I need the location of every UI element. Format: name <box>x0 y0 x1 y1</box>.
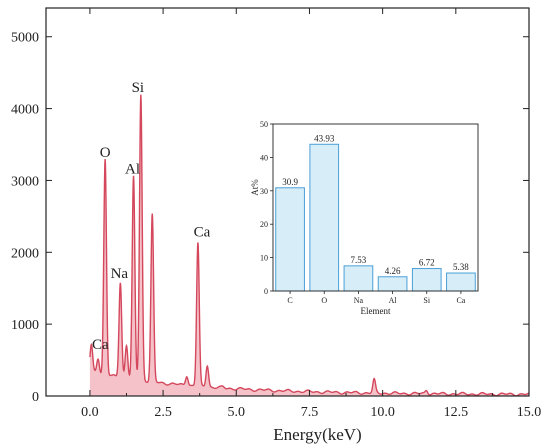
inset-x-tick-label: Ca <box>456 296 465 305</box>
inset-x-axis-title: Element <box>361 306 391 316</box>
x-tick-label: 0.0 <box>81 405 99 420</box>
x-tick-label: 7.5 <box>301 405 319 420</box>
inset-bar-value-label: 4.26 <box>385 266 401 276</box>
main-x-axis: 0.0 2.5 5.0 7.5 10.0 12.5 15.0 <box>81 8 541 420</box>
inset-y-axis-title: At% <box>250 179 260 196</box>
spectrum-chart: 0.0 2.5 5.0 7.5 10.0 12.5 15.0 0 1000 2000 3000 40… <box>11 7 541 444</box>
peak-label: O <box>100 145 111 161</box>
x-tick-label: 10.0 <box>370 405 395 420</box>
x-tick-label: 12.5 <box>444 405 469 420</box>
inset-y-tick-label: 0 <box>264 287 268 296</box>
inset-bar-value-label: 5.38 <box>453 262 469 272</box>
inset-bar <box>275 187 305 292</box>
peak-label: Ca <box>194 225 211 241</box>
inset-bar-chart: 30.9 43.93 7.53 4.26 6.72 5.38 0 10 20 30 40 50 C O… <box>250 118 484 316</box>
inset-bar <box>343 265 374 292</box>
inset-x-tick-label: C <box>287 296 292 305</box>
main-y-axis: 0 1000 2000 3000 4000 5000 <box>11 31 529 405</box>
y-tick-label: 0 <box>32 390 39 405</box>
spectrum-fill-area <box>89 94 529 397</box>
inset-y-tick-label: 30 <box>260 187 268 196</box>
main-plot-frame <box>45 7 530 397</box>
x-tick-label: 5.0 <box>228 405 246 420</box>
x-tick-label: 15.0 <box>517 405 542 420</box>
y-tick-label: 1000 <box>11 318 39 333</box>
x-tick-label: 2.5 <box>154 405 172 420</box>
inset-bar-value-label: 30.9 <box>282 177 298 187</box>
inset-x-tick-label: O <box>321 296 327 305</box>
inset-bar <box>411 268 442 292</box>
peak-label: Si <box>132 80 145 96</box>
inset-bar <box>309 143 340 292</box>
main-x-axis-title: Energy(keV) <box>273 425 361 444</box>
inset-y-axis: 0 10 20 30 40 50 <box>260 120 273 296</box>
inset-x-axis: C O Na Al Si Ca <box>287 291 466 305</box>
y-tick-label: 4000 <box>11 103 39 118</box>
inset-bar <box>446 272 476 292</box>
peak-labels: Ca O Na Al Si Ca <box>92 80 211 353</box>
inset-y-tick-label: 40 <box>260 153 268 162</box>
inset-y-tick-label: 50 <box>260 120 268 129</box>
peak-label: Ca <box>92 337 109 353</box>
inset-x-tick-label: Al <box>389 296 398 305</box>
y-tick-label: 5000 <box>11 31 39 46</box>
inset-plot-frame <box>272 123 479 292</box>
inset-bar-value-label: 6.72 <box>419 258 435 268</box>
inset-bar-value-label: 43.93 <box>314 133 335 143</box>
inset-bar-value-label: 7.53 <box>351 255 367 265</box>
inset-y-tick-label: 20 <box>260 220 268 229</box>
inset-x-tick-label: Si <box>423 296 430 305</box>
inset-bars: 30.9 43.93 7.53 4.26 6.72 5.38 <box>275 133 476 292</box>
inset-x-tick-label: Na <box>354 296 364 305</box>
inset-bar <box>377 276 408 292</box>
peak-label: Na <box>111 266 129 282</box>
inset-y-tick-label: 10 <box>260 254 268 263</box>
y-tick-label: 3000 <box>11 174 39 189</box>
y-tick-label: 2000 <box>11 246 39 261</box>
peak-label: Al <box>125 161 140 177</box>
